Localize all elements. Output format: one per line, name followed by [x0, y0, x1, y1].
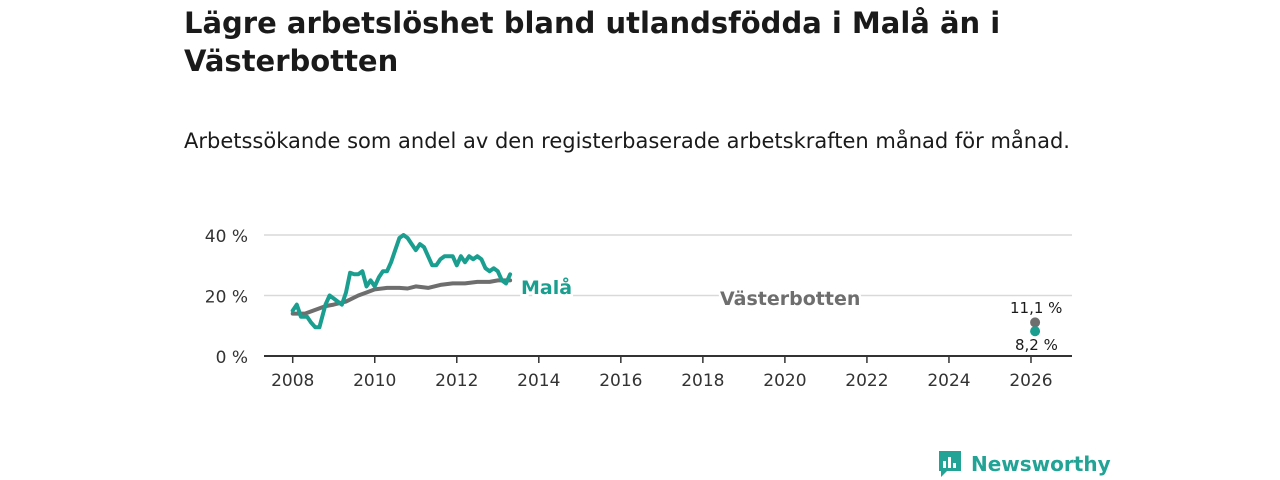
y-tick-label: 20 %: [205, 288, 248, 308]
chart-title: Lägre arbetslöshet bland utlandsfödda i …: [184, 6, 1001, 78]
series-end-marker-mala: [1030, 326, 1041, 337]
x-tick-label: 2012: [435, 371, 478, 391]
x-axis-ticks: 2008 2010 2012 2014 2016 2018 2020 2022 2024 2026: [271, 356, 1053, 391]
brand-name: Newsworthy: [971, 452, 1111, 476]
y-tick-label: 0 %: [216, 348, 248, 368]
x-tick-label: 2024: [927, 371, 970, 391]
chart-subtitle: Arbetssökande som andel av den registerb…: [184, 129, 1070, 153]
series-label-mala: Malå: [521, 275, 572, 299]
series-line-mala: [290, 233, 513, 330]
x-tick-label: 2014: [517, 371, 560, 391]
x-tick-label: 2026: [1009, 371, 1052, 391]
gridlines: [264, 234, 1072, 297]
newsworthy-logo-icon: [939, 451, 961, 477]
y-tick-label: 40 %: [205, 227, 248, 247]
x-tick-label: 2018: [681, 371, 724, 391]
series-line-vasterbotten: [290, 278, 513, 316]
end-value-label-vasterbotten: 11,1 %: [1010, 299, 1062, 317]
series-label-vasterbotten: Västerbotten: [720, 288, 860, 310]
y-axis-ticks: 0 % 20 % 40 %: [205, 227, 248, 368]
end-value-label-mala: 8,2 %: [1015, 336, 1058, 354]
x-tick-label: 2020: [763, 371, 806, 391]
x-tick-label: 2022: [845, 371, 888, 391]
x-tick-label: 2016: [599, 371, 642, 391]
brand-logo: Newsworthy: [937, 448, 1111, 480]
series-layer: [290, 233, 1041, 337]
x-tick-label: 2010: [353, 371, 396, 391]
series-end-marker-vasterbotten: [1030, 317, 1041, 328]
x-tick-label: 2008: [271, 371, 314, 391]
